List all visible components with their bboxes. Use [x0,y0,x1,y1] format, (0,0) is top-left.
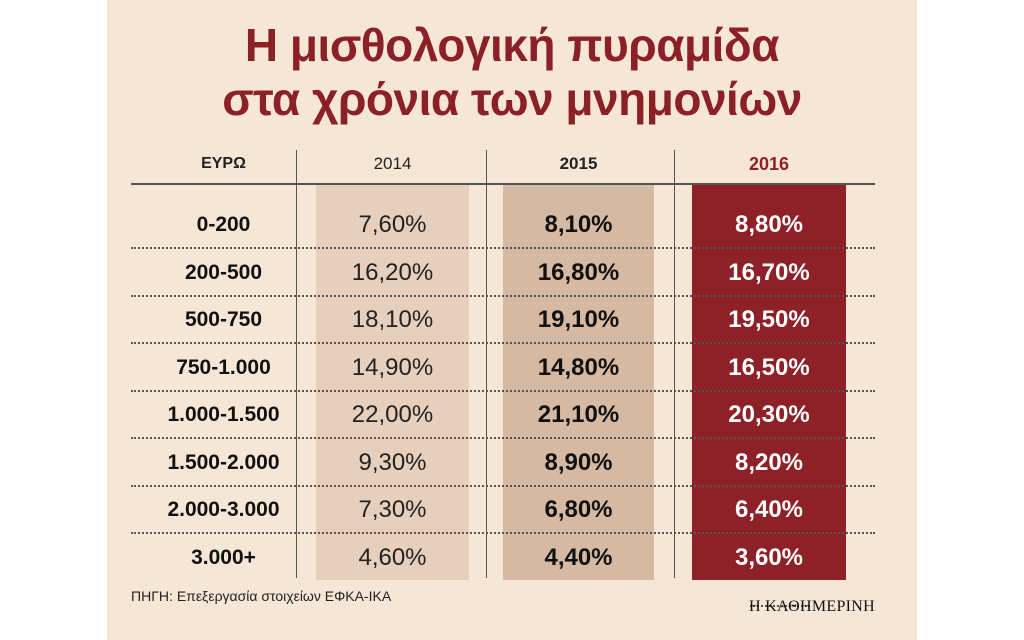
column-2015-background [503,184,654,580]
value-2014: 9,30% [358,449,427,476]
column-divider [296,150,297,578]
row-divider [131,485,875,487]
source-note: ΠΗΓΗ: Επεξεργασία στοιχείων ΕΦΚΑ-ΙΚΑ [131,588,392,604]
row-divider [131,390,875,392]
value-2016: 20,30% [728,401,810,428]
value-2016: 3,60% [734,544,804,571]
title-line-2: στα χρόνια των μνημονίων [222,73,802,125]
value-2014: 7,60% [358,211,427,238]
value-2015: 4,40% [544,544,613,571]
value-2014: 22,00% [351,401,434,428]
value-2015: 16,80% [537,259,620,286]
value-2016: 16,70% [728,259,810,286]
column-2016-background [692,184,846,580]
column-divider [674,150,675,578]
row-divider [131,247,875,249]
row-divider [131,437,875,439]
range-label: 750-1.000 [176,356,271,379]
range-label: 2.000-3.000 [167,498,280,521]
range-label: 0-200 [196,213,251,236]
title-line-1: Η μισθολογική πυραμίδα [244,19,780,71]
header-2015: 2015 [559,154,598,173]
value-2016: 8,20% [734,449,804,476]
value-2014: 7,30% [358,496,427,523]
value-2015: 14,80% [537,354,620,381]
value-2015: 8,90% [544,449,613,476]
value-2016: 6,40% [734,496,804,523]
row-divider [131,532,875,534]
row-divider [131,295,875,297]
value-2016: 19,50% [728,306,810,333]
header-2014: 2014 [373,154,412,173]
brand-rule [750,605,810,607]
publisher-brand: Η ΚΑΘΗΜΕΡΙΝΗ [748,598,875,615]
header-rule [131,183,875,185]
value-2015: 21,10% [537,401,620,428]
column-divider [486,150,487,578]
value-2015: 19,10% [537,306,620,333]
column-2014-background [316,184,469,580]
value-2016: 16,50% [728,354,810,381]
range-label: 200-500 [184,261,263,284]
value-2015: 8,10% [544,211,613,238]
range-label: 3.000+ [191,546,256,569]
header-2016: 2016 [748,154,790,174]
row-divider [131,342,875,344]
value-2014: 16,20% [351,259,434,286]
value-2014: 14,90% [351,354,434,381]
value-2014: 4,60% [358,544,427,571]
range-label: 1.500-2.000 [167,451,280,474]
header-euro: ΕΥΡΩ [201,155,246,172]
chart-title: Η μισθολογική πυραμίδα στα χρόνια των μν… [107,18,917,126]
range-label: 1.000-1.500 [167,403,280,426]
value-2016: 8,80% [734,211,804,238]
range-label: 500-750 [184,308,263,331]
value-2014: 18,10% [351,306,434,333]
value-2015: 6,80% [544,496,613,523]
